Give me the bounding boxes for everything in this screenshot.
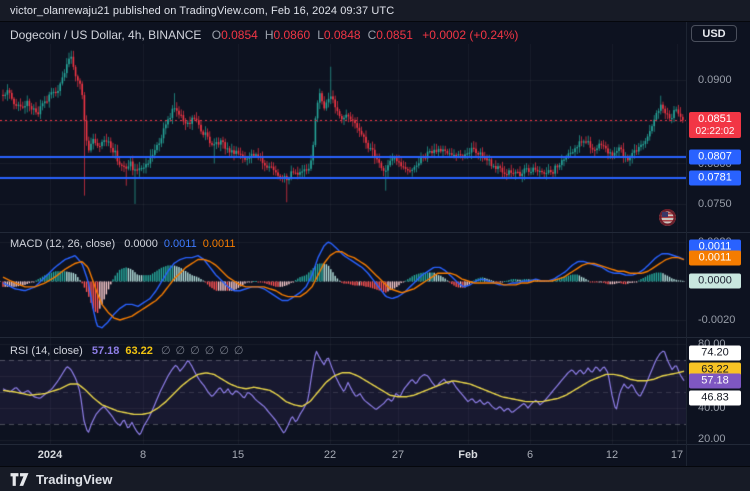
- time-label: Feb: [458, 449, 478, 461]
- time-label: 17: [670, 449, 684, 461]
- hidden-value-icon: ∅: [160, 345, 171, 357]
- symbol-header: Dogecoin / US Dollar, 4h, BINANCE O0.085…: [10, 28, 518, 42]
- time-axis[interactable]: 2024 8 15 22 27 Feb 6 12 17: [0, 444, 686, 466]
- time-label: 27: [391, 449, 405, 461]
- ohlc-value: 0.0848: [323, 28, 361, 42]
- time-label: 22: [323, 449, 337, 461]
- countdown-timer: 02:22:02: [695, 126, 735, 137]
- macd-values: 0.0000 0.0011 0.0011: [118, 238, 235, 250]
- hidden-value-icon: ∅: [190, 345, 200, 357]
- price-change: +0.0002 (+0.24%): [422, 28, 519, 42]
- usd-flag-icon[interactable]: [659, 209, 676, 226]
- rsi-header: RSI (14, close) 57.18 63.22 ∅ ∅ ∅ ∅ ∅ ∅: [10, 344, 244, 357]
- chart-area: Dogecoin / US Dollar, 4h, BINANCE O0.085…: [0, 22, 750, 466]
- price-scale-separator: [686, 22, 687, 466]
- pane-separator[interactable]: [0, 232, 750, 233]
- time-label: 15: [231, 449, 245, 461]
- tradingview-brand[interactable]: TradingView: [36, 471, 113, 487]
- ohlc-value: 0.0854: [221, 28, 258, 42]
- scale-label: -0.0020: [698, 314, 736, 326]
- indicator-value: 0.0011: [202, 238, 236, 250]
- indicator-value: 0.0000: [124, 238, 158, 250]
- ohlc-key: H: [264, 28, 274, 42]
- indicator-value: 57.18: [91, 345, 120, 357]
- tradingview-logo-icon[interactable]: [10, 472, 29, 487]
- currency-toggle-button[interactable]: USD: [691, 25, 737, 42]
- scale-label: 0.0750: [698, 198, 732, 210]
- ohlc-key: C: [367, 28, 377, 42]
- hidden-value-icon: ∅: [233, 345, 244, 357]
- price-badge: 0.0781: [689, 170, 741, 186]
- macd-title[interactable]: MACD (12, 26, close): [10, 238, 116, 250]
- scale-label: 0.0900: [698, 74, 732, 86]
- time-label: 2024: [37, 449, 63, 461]
- ohlc-key: O: [211, 28, 222, 42]
- flag-canton: [661, 211, 668, 217]
- price-badge: 0.0011: [689, 250, 741, 266]
- ohlc-value: 0.0860: [273, 28, 311, 42]
- footer-bar: TradingView: [0, 466, 750, 491]
- time-axis-separator: [0, 444, 750, 445]
- hidden-value-icon: ∅: [175, 345, 186, 357]
- time-label: 8: [139, 449, 147, 461]
- hidden-value-icon: ∅: [204, 345, 215, 357]
- price-badge: 0.0851 02:22:02: [689, 112, 741, 138]
- macd-pane-canvas[interactable]: [0, 232, 686, 337]
- rsi-title[interactable]: RSI (14, close): [10, 345, 83, 357]
- price-badge: 57.18: [689, 373, 741, 389]
- attribution-bar: victor_olanrewaju21 published on Trading…: [0, 0, 750, 22]
- symbol-name[interactable]: Dogecoin / US Dollar, 4h, BINANCE: [10, 28, 202, 42]
- rsi-pane-canvas[interactable]: [0, 337, 686, 444]
- macd-header: MACD (12, 26, close) 0.0000 0.0011 0.0011: [10, 238, 236, 250]
- rsi-values: 57.18 63.22: [86, 345, 153, 357]
- ohlc-values: O0.0854 H0.0860 L0.0848 C0.0851: [205, 28, 413, 42]
- time-label: 12: [605, 449, 619, 461]
- price-badge: 46.83: [689, 390, 741, 406]
- scale-label: 20.00: [698, 433, 726, 445]
- indicator-value: 0.0011: [163, 238, 197, 250]
- hidden-value-icon: ∅: [219, 345, 229, 357]
- ohlc-key: L: [317, 28, 324, 42]
- ohlc-value: 0.0851: [376, 28, 413, 42]
- price-pane-canvas[interactable]: [0, 44, 686, 232]
- pane-separator[interactable]: [0, 337, 750, 338]
- price-badge: 0.0000: [689, 273, 741, 289]
- time-label: 6: [526, 449, 534, 461]
- rsi-hidden-values: ∅ ∅ ∅ ∅ ∅ ∅: [156, 345, 244, 357]
- price-badge: 0.0807: [689, 149, 741, 165]
- attribution-text: victor_olanrewaju21 published on Trading…: [10, 4, 395, 17]
- indicator-value: 63.22: [125, 345, 153, 357]
- price-badge: 74.20: [689, 345, 741, 361]
- price-scale[interactable]: 0.09000.08000.07500.0020-0.002080.0040.0…: [687, 22, 750, 466]
